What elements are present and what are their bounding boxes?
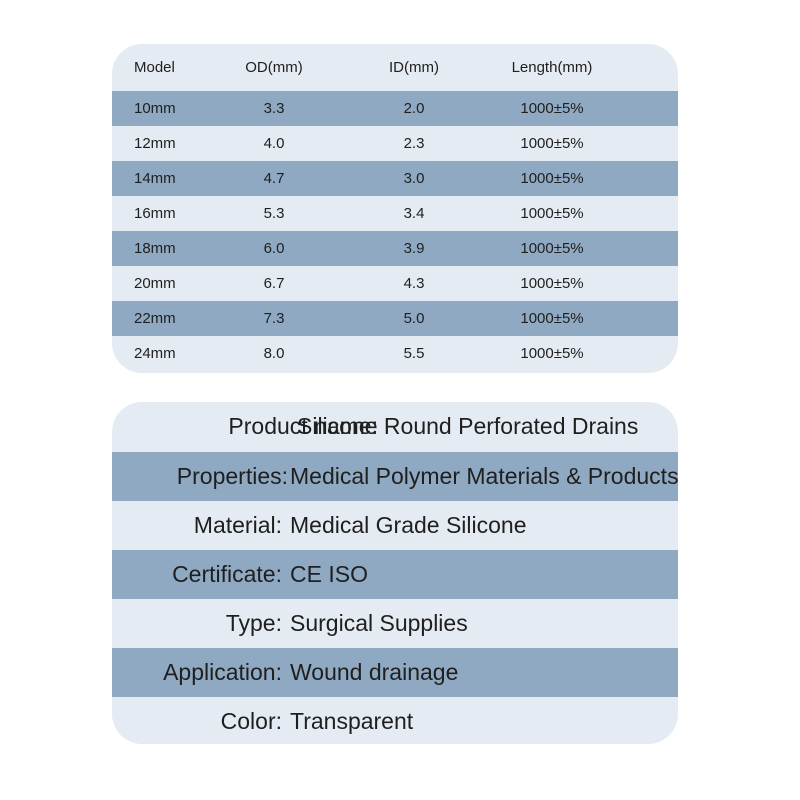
table-row: 20mm 6.7 4.3 1000±5% [112, 266, 678, 301]
cell-model: 22mm [134, 310, 176, 327]
info-value: Transparent [290, 708, 414, 734]
cell-od: 6.0 [263, 240, 285, 257]
cell-model: 20mm [134, 275, 176, 292]
info-value: Wound drainage [290, 659, 459, 685]
cell-model: 10mm [134, 100, 176, 117]
info-row-type: Type: Surgical Supplies [112, 599, 678, 648]
cell-od: 4.7 [263, 170, 285, 187]
cell-od: 7.3 [263, 310, 285, 327]
info-value: Medical Grade Silicone [290, 512, 527, 538]
table-row: 10mm 3.3 2.0 1000±5% [112, 91, 678, 126]
cell-length: 1000±5% [520, 275, 584, 292]
cell-length: 1000±5% [520, 310, 584, 327]
info-row-product-name: Product name: Silicone Round Perforated … [112, 402, 678, 451]
cell-id: 3.4 [403, 205, 425, 222]
table-row: 22mm 7.3 5.0 1000±5% [112, 301, 678, 336]
cell-model: 12mm [134, 135, 176, 152]
cell-model: 18mm [134, 240, 176, 257]
info-row-application: Application: Wound drainage [112, 648, 678, 697]
table-row: 16mm 5.3 3.4 1000±5% [112, 196, 678, 231]
cell-od: 3.3 [263, 100, 285, 117]
cell-od: 4.0 [263, 135, 285, 152]
cell-length: 1000±5% [520, 135, 584, 152]
product-info-table: Product name: Silicone Round Perforated … [112, 402, 678, 744]
cell-length: 1000±5% [520, 240, 584, 257]
header-length: Length(mm) [511, 58, 593, 76]
cell-model: 14mm [134, 170, 176, 187]
table-row: 18mm 6.0 3.9 1000±5% [112, 231, 678, 266]
info-label: Properties: [176, 463, 288, 489]
cell-model: 24mm [134, 345, 176, 362]
header-id: ID(mm) [389, 58, 439, 76]
spec-table-header: Model OD(mm) ID(mm) Length(mm) [112, 44, 678, 90]
cell-length: 1000±5% [520, 100, 584, 117]
table-row: 12mm 4.0 2.3 1000±5% [112, 126, 678, 161]
info-label: Color: [220, 708, 282, 734]
info-label: Material: [193, 512, 282, 538]
header-model: Model [134, 58, 175, 76]
info-value: Silicone Round Perforated Drains [297, 413, 639, 439]
info-label: Type: [225, 610, 282, 636]
spec-table: Model OD(mm) ID(mm) Length(mm) 10mm 3.3 … [112, 44, 678, 373]
cell-id: 2.3 [403, 135, 425, 152]
info-row-color: Color: Transparent [112, 697, 678, 744]
cell-id: 3.0 [403, 170, 425, 187]
cell-id: 5.5 [403, 345, 425, 362]
cell-length: 1000±5% [520, 345, 584, 362]
info-value: Medical Polymer Materials & Products [290, 463, 678, 489]
table-row: 24mm 8.0 5.5 1000±5% [112, 336, 678, 371]
cell-id: 4.3 [403, 275, 425, 292]
cell-od: 5.3 [263, 205, 285, 222]
info-label: Certificate: [172, 561, 282, 587]
cell-id: 3.9 [403, 240, 425, 257]
info-label: Application: [163, 659, 282, 685]
info-row-certificate: Certificate: CE ISO [112, 550, 678, 599]
table-row: 14mm 4.7 3.0 1000±5% [112, 161, 678, 196]
header-od: OD(mm) [245, 58, 303, 76]
cell-model: 16mm [134, 205, 176, 222]
cell-od: 8.0 [263, 345, 285, 362]
info-value: Surgical Supplies [290, 610, 468, 636]
cell-od: 6.7 [263, 275, 285, 292]
cell-id: 5.0 [403, 310, 425, 327]
info-label: Product name: [228, 413, 378, 439]
cell-id: 2.0 [403, 100, 425, 117]
info-row-material: Material: Medical Grade Silicone [112, 501, 678, 550]
cell-length: 1000±5% [520, 205, 584, 222]
cell-length: 1000±5% [520, 170, 584, 187]
info-row-properties: Properties: Medical Polymer Materials & … [112, 452, 678, 501]
info-value: CE ISO [290, 561, 368, 587]
